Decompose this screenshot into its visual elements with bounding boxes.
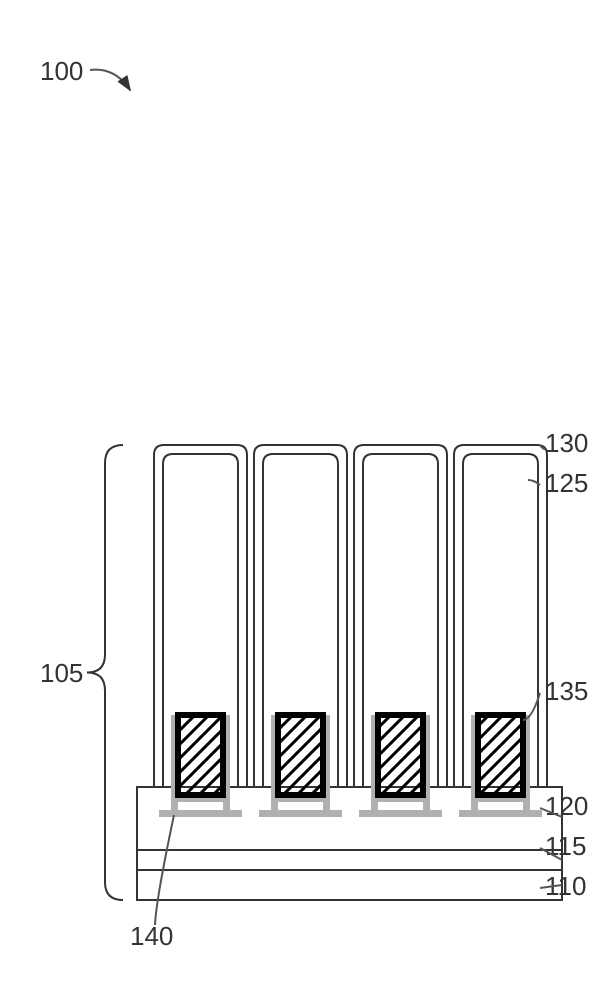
- label-135: 135: [545, 676, 588, 706]
- arrow-overall: [90, 70, 130, 90]
- label-140: 140: [130, 921, 173, 951]
- label-overall: 100: [40, 56, 83, 86]
- right-callouts: 130 125 135 120 115 110: [523, 428, 588, 901]
- mid-layer: [137, 850, 562, 870]
- label-125: 125: [545, 468, 588, 498]
- pillar: [154, 445, 247, 817]
- label-120: 120: [545, 791, 588, 821]
- pillar: [454, 445, 547, 817]
- substrate-layer: [137, 870, 562, 900]
- pillar: [254, 445, 347, 817]
- pillar-array: [154, 445, 547, 817]
- label-group: 105: [40, 658, 83, 688]
- label-130: 130: [545, 428, 588, 458]
- pillar: [354, 445, 447, 817]
- group-brace: 105: [40, 445, 123, 900]
- technical-diagram: 100 105 130 125 135 120 115 110 140: [0, 0, 593, 1000]
- label-115: 115: [545, 831, 586, 861]
